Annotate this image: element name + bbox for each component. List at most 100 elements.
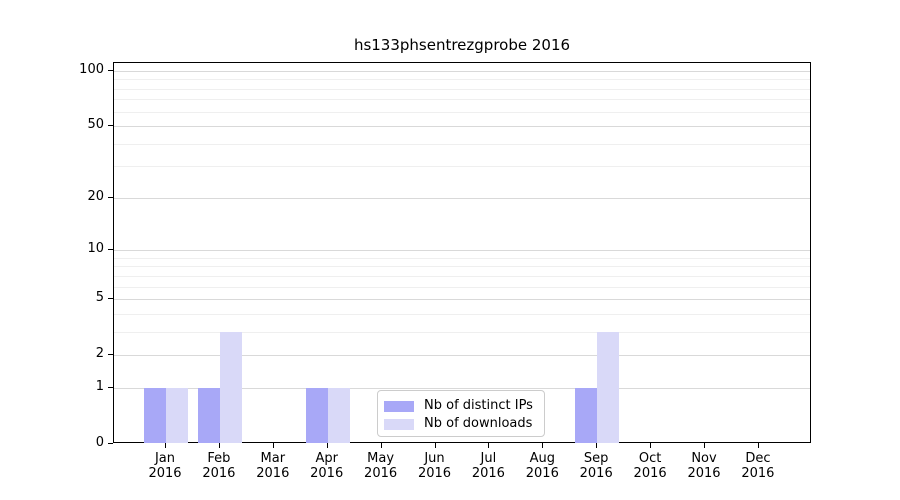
x-tick-label-line: Jun xyxy=(424,451,445,466)
bar-distinct-ips-1 xyxy=(197,387,220,443)
gridline-major xyxy=(114,71,810,72)
x-tick-label-dec: Dec 2016 xyxy=(730,451,786,481)
x-tick-mark xyxy=(757,443,759,448)
gridline-minor xyxy=(114,143,810,145)
y-tick-label: 1 xyxy=(95,378,104,394)
y-tick-label: 50 xyxy=(87,117,104,133)
x-tick-label-sep: Sep 2016 xyxy=(568,451,624,481)
x-tick-mark xyxy=(326,443,328,448)
y-tick-mark xyxy=(108,386,113,388)
gridline-major xyxy=(114,387,810,389)
x-tick-label-line: Sep xyxy=(583,451,609,466)
x-tick-mark xyxy=(542,443,544,448)
bar-downloads-8 xyxy=(597,331,620,443)
gridline-major xyxy=(114,126,810,128)
bar-distinct-ips-8 xyxy=(575,387,598,443)
legend-label-downloads: Nb of downloads xyxy=(424,416,533,431)
x-tick-label-mar: Mar 2016 xyxy=(245,451,301,481)
x-tick-mark xyxy=(704,443,705,448)
bar-downloads-0 xyxy=(166,387,188,443)
y-tick-mark xyxy=(108,70,113,71)
x-tick-label-line: 2016 xyxy=(364,466,398,481)
y-tick-mark xyxy=(108,443,113,444)
gridline-major xyxy=(114,299,810,301)
x-tick-label-line: Jul xyxy=(480,451,497,466)
x-tick-label-line: 2016 xyxy=(687,466,721,481)
x-tick-label-line: 2016 xyxy=(471,466,505,481)
x-tick-label-line: Oct xyxy=(638,451,662,466)
plot-area xyxy=(113,62,811,443)
x-tick-label-line: 2016 xyxy=(633,466,667,481)
gridline-major xyxy=(114,250,810,252)
x-tick-label-line: 2016 xyxy=(202,466,236,481)
gridline-minor xyxy=(114,257,810,259)
x-tick-label-jun: Jun 2016 xyxy=(407,451,463,481)
x-tick-mark xyxy=(272,443,274,448)
x-tick-label-jul: Jul 2016 xyxy=(460,451,516,481)
gridline-major xyxy=(114,355,810,357)
chart-title: hs133phsentrezgprobe 2016 xyxy=(353,36,571,54)
y-tick-mark xyxy=(108,125,113,127)
y-tick-label: 100 xyxy=(79,62,104,77)
bar-downloads-1 xyxy=(219,331,242,443)
gridline-minor xyxy=(114,166,810,168)
legend-item-distinct-ips: Nb of distinct IPs xyxy=(384,397,536,415)
bar-distinct-ips-3 xyxy=(305,387,328,443)
x-tick-label-line: Nov xyxy=(691,451,717,466)
x-tick-mark xyxy=(596,443,598,448)
x-tick-label-may: May 2016 xyxy=(353,451,409,481)
x-tick-label-apr: Apr 2016 xyxy=(299,451,355,481)
gridline-minor xyxy=(114,88,810,90)
y-tick-label: 2 xyxy=(95,346,104,362)
legend-swatch-downloads-icon xyxy=(384,418,414,430)
bar-downloads-3 xyxy=(327,387,350,443)
x-tick-label-line: 2016 xyxy=(310,466,344,481)
x-tick-mark xyxy=(650,443,652,448)
x-tick-label-line: Mar xyxy=(260,451,286,466)
x-tick-mark xyxy=(434,443,436,448)
x-tick-label-line: Jan xyxy=(154,451,176,466)
x-tick-label-line: 2016 xyxy=(148,466,182,481)
legend-swatch-distinct-ips-icon xyxy=(384,400,414,412)
bar-distinct-ips-0 xyxy=(144,387,166,443)
y-tick-mark xyxy=(108,298,113,300)
y-tick-mark xyxy=(108,196,113,198)
gridline-minor xyxy=(114,286,810,288)
x-tick-label-aug: Aug 2016 xyxy=(514,451,570,481)
y-tick-mark xyxy=(108,249,113,251)
x-tick-label-jan: Jan 2016 xyxy=(137,451,193,481)
gridline-minor xyxy=(114,331,810,333)
legend-item-downloads: Nb of downloads xyxy=(384,415,536,433)
legend: Nb of distinct IPs Nb of downloads xyxy=(377,390,545,437)
x-tick-label-line: Dec xyxy=(745,451,771,466)
x-tick-mark xyxy=(488,443,490,448)
x-tick-label-line: 2016 xyxy=(741,466,775,481)
gridline-minor xyxy=(114,99,810,101)
x-tick-label-line: May xyxy=(367,451,395,466)
x-tick-label-oct: Oct 2016 xyxy=(622,451,678,481)
x-tick-label-line: 2016 xyxy=(417,466,452,481)
x-tick-label-line: 2016 xyxy=(256,466,290,481)
y-tick-mark xyxy=(108,354,113,356)
x-tick-label-line: Apr xyxy=(315,451,338,466)
x-tick-mark xyxy=(380,443,382,448)
gridline-minor xyxy=(114,111,810,113)
gridline-minor xyxy=(114,313,810,315)
x-tick-mark xyxy=(165,443,166,448)
y-tick-label: 5 xyxy=(95,290,104,306)
x-tick-label-nov: Nov 2016 xyxy=(676,451,732,481)
x-tick-label-feb: Feb 2016 xyxy=(191,451,247,481)
y-tick-label: 20 xyxy=(87,188,104,204)
gridline-minor xyxy=(114,79,810,81)
x-tick-mark xyxy=(218,443,220,448)
x-tick-label-line: 2016 xyxy=(579,466,613,481)
y-tick-label: 0 xyxy=(95,435,104,450)
x-tick-label-line: Aug xyxy=(529,451,555,466)
legend-label-distinct-ips: Nb of distinct IPs xyxy=(424,398,533,413)
gridline-minor xyxy=(114,266,810,268)
gridline-major xyxy=(114,197,810,199)
gridline-minor xyxy=(114,275,810,277)
x-tick-label-line: Feb xyxy=(207,451,231,466)
x-tick-label-line: 2016 xyxy=(525,466,559,481)
